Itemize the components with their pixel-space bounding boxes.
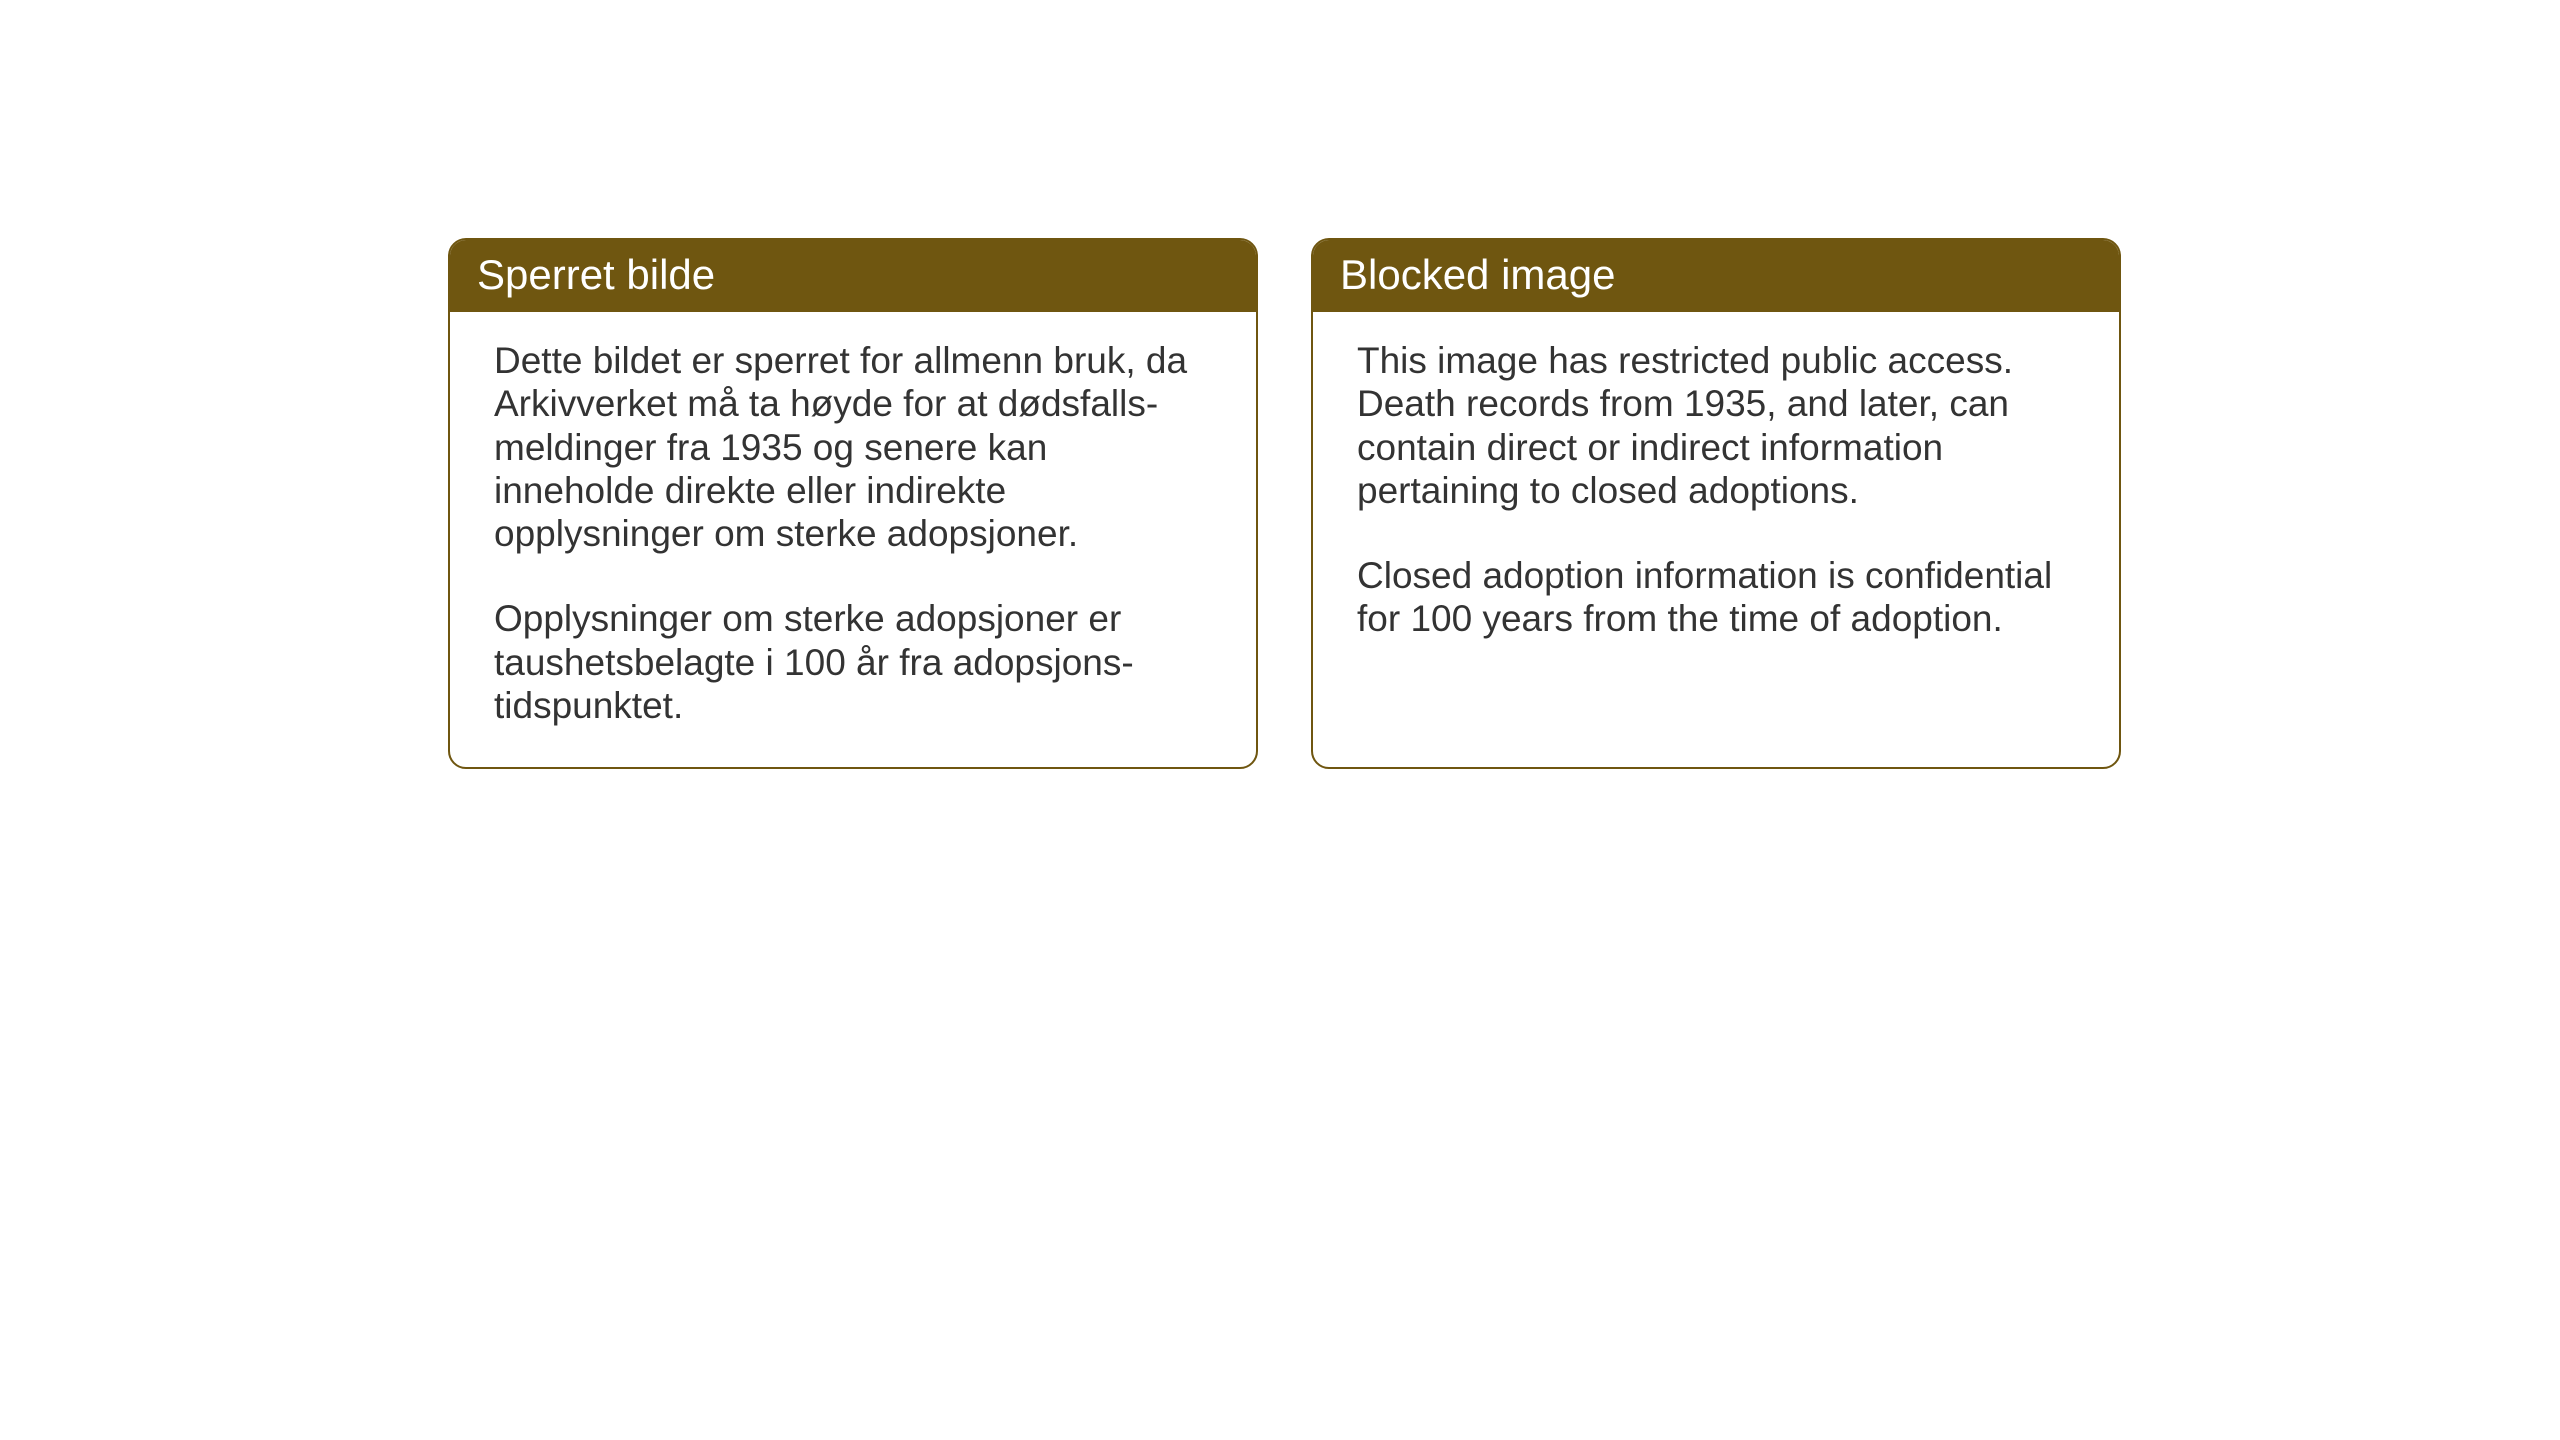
notice-header-norwegian: Sperret bilde	[450, 240, 1256, 312]
notice-paragraph: Opplysninger om sterke adopsjoner er tau…	[494, 597, 1212, 727]
notice-body-english: This image has restricted public access.…	[1313, 312, 2119, 752]
notice-box-english: Blocked image This image has restricted …	[1311, 238, 2121, 769]
notice-paragraph: This image has restricted public access.…	[1357, 339, 2075, 512]
notice-body-norwegian: Dette bildet er sperret for allmenn bruk…	[450, 312, 1256, 767]
notice-paragraph: Dette bildet er sperret for allmenn bruk…	[494, 339, 1212, 555]
notice-header-english: Blocked image	[1313, 240, 2119, 312]
notice-paragraph: Closed adoption information is confident…	[1357, 554, 2075, 641]
notice-container: Sperret bilde Dette bildet er sperret fo…	[0, 0, 2560, 769]
notice-box-norwegian: Sperret bilde Dette bildet er sperret fo…	[448, 238, 1258, 769]
